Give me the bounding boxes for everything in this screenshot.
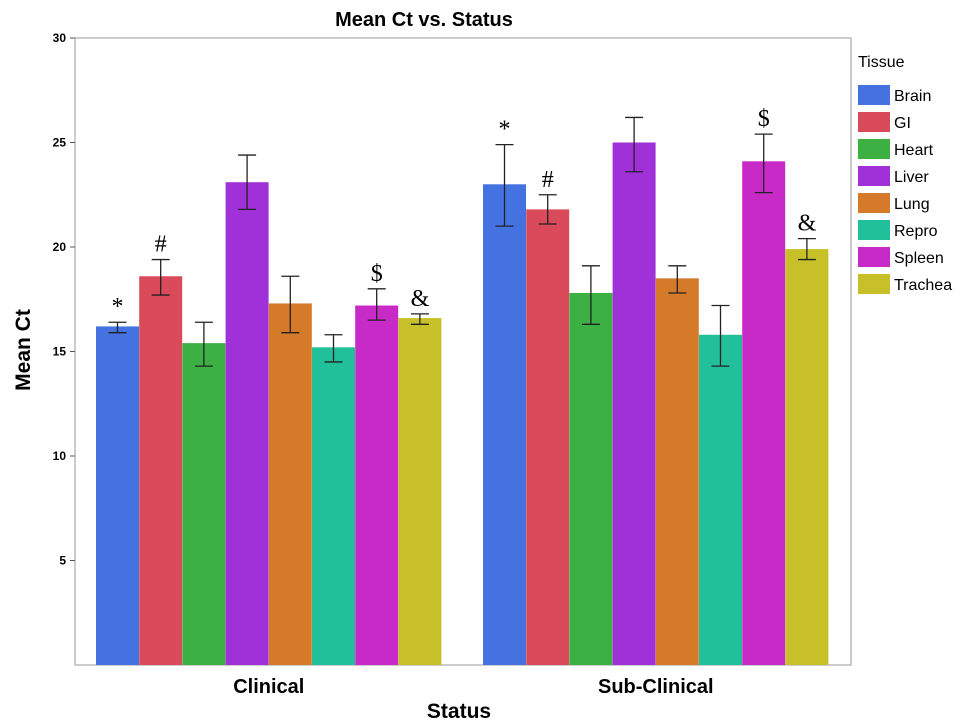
bar-repro-clinical — [312, 347, 355, 665]
legend-label: Heart — [894, 142, 934, 159]
significance-annotation: & — [798, 211, 817, 237]
bar-heart-sub-clinical — [569, 292, 613, 665]
legend-title: Tissue — [858, 54, 905, 71]
legend-label: Brain — [894, 88, 931, 105]
legend: Tissue Brain GI Heart Liver Lung Repro Spleen T… — [858, 54, 952, 294]
significance-annotation: $ — [371, 261, 383, 287]
legend-label: Lung — [894, 196, 930, 213]
legend-swatch-liver — [858, 166, 890, 186]
significance-annotation: # — [542, 167, 554, 193]
bar-lung-sub-clinical — [655, 278, 699, 665]
legend-label: GI — [894, 115, 911, 132]
significance-annotation: # — [155, 232, 167, 258]
bars-group — [96, 142, 829, 666]
bar-trachea-sub-clinical — [785, 249, 829, 665]
x-category-label: Clinical — [233, 676, 304, 698]
legend-label: Liver — [894, 169, 929, 186]
y-tick-label: 15 — [53, 345, 67, 359]
legend-label: Repro — [894, 223, 938, 240]
bar-trachea-clinical — [398, 318, 442, 665]
bar-gi-sub-clinical — [526, 209, 570, 665]
bar-liver-clinical — [225, 182, 269, 665]
legend-label: Spleen — [894, 250, 944, 267]
significance-annotation: * — [112, 294, 124, 320]
chart-title: Mean Ct vs. Status — [335, 9, 513, 31]
y-axis-title: Mean Ct — [12, 309, 35, 391]
legend-swatch-trachea — [858, 274, 890, 294]
y-tick-label: 25 — [53, 136, 67, 150]
x-category-label: Sub-Clinical — [598, 676, 714, 698]
bar-heart-clinical — [182, 343, 226, 665]
bar-brain-clinical — [96, 326, 139, 665]
y-tick-label: 5 — [59, 554, 66, 568]
x-axis-categories: Clinical Sub-Clinical — [233, 676, 713, 698]
significance-annotation: $ — [758, 106, 770, 132]
legend-swatch-brain — [858, 85, 890, 105]
legend-label: Trachea — [894, 277, 952, 294]
annotations-group: * # $ & * # $ & — [112, 106, 817, 320]
legend-swatch-heart — [858, 139, 890, 159]
significance-annotation: * — [499, 117, 511, 143]
bar-repro-sub-clinical — [699, 334, 742, 665]
legend-swatch-lung — [858, 193, 890, 213]
bar-spleen-sub-clinical — [742, 161, 786, 665]
legend-swatch-repro — [858, 220, 890, 240]
legend-swatch-gi — [858, 112, 890, 132]
bar-spleen-clinical — [355, 305, 399, 665]
error-bars-group — [108, 116, 816, 367]
significance-annotation: & — [411, 286, 430, 312]
bar-liver-sub-clinical — [612, 142, 656, 665]
bar-lung-clinical — [268, 303, 312, 665]
y-axis: 5 10 15 20 25 30 — [53, 31, 75, 568]
y-tick-label: 10 — [53, 449, 67, 463]
bar-brain-sub-clinical — [483, 184, 526, 666]
legend-swatch-spleen — [858, 247, 890, 267]
bar-gi-clinical — [139, 276, 183, 665]
y-tick-label: 30 — [53, 31, 67, 45]
y-tick-label: 20 — [53, 240, 67, 254]
x-axis-title: Status — [427, 700, 491, 723]
